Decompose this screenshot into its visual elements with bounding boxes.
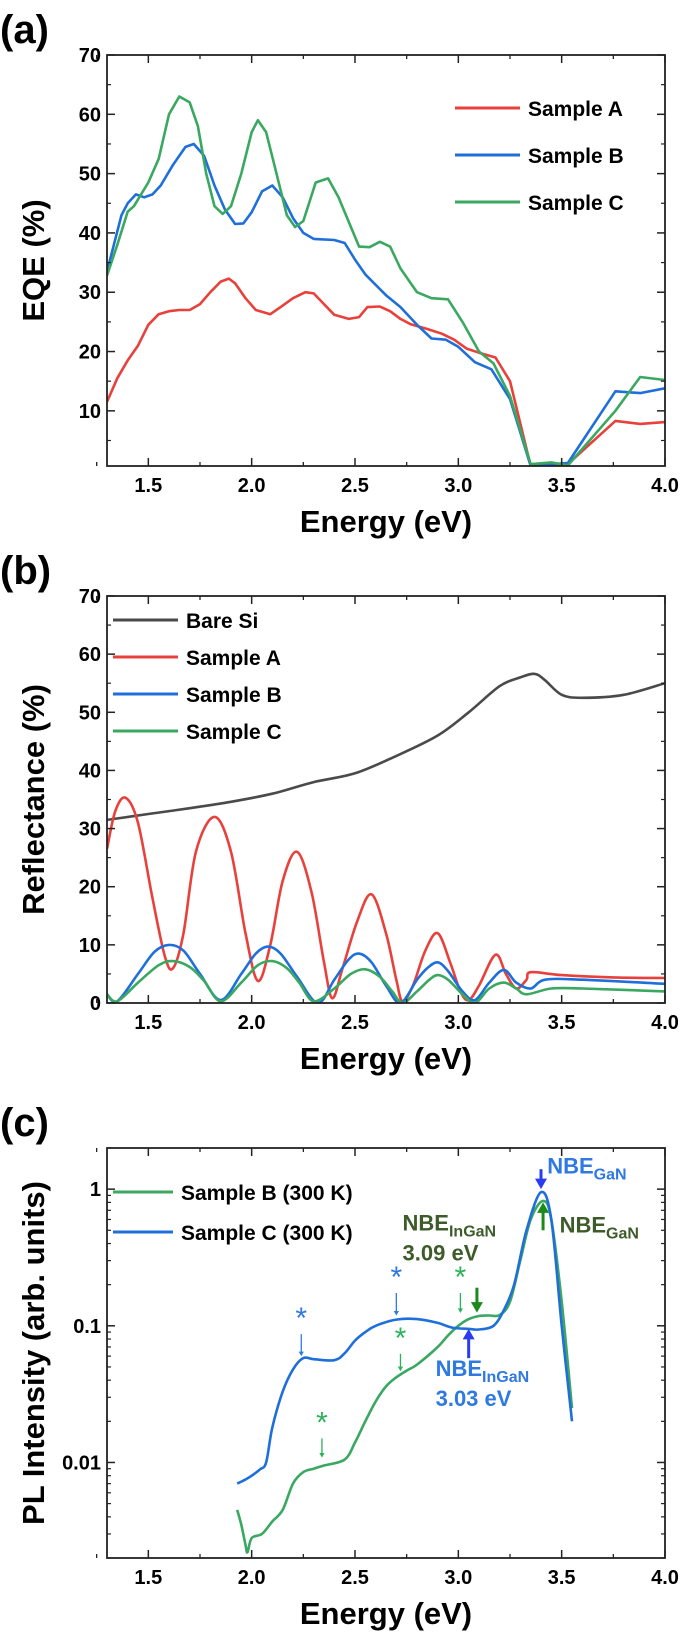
y-tick-label: 1 xyxy=(90,1179,101,1201)
series-line-sample-b xyxy=(107,142,665,466)
peak-label: NBEGaN xyxy=(547,1154,626,1184)
peak-arrow-head xyxy=(537,1202,550,1213)
x-axis-label: Energy (eV) xyxy=(300,504,472,539)
series-line-sample-c xyxy=(107,959,665,1003)
y-tick-label: 60 xyxy=(79,104,101,126)
y-tick-label: 0.01 xyxy=(62,1452,101,1474)
marker-arrow-head xyxy=(298,1351,304,1357)
y-tick-label: 10 xyxy=(79,935,101,957)
peak-label-main: NBE xyxy=(547,1154,593,1179)
peak-label: NBEInGaN xyxy=(403,1210,497,1240)
y-axis-label: Reflectance (%) xyxy=(16,684,51,915)
x-tick-label: 1.5 xyxy=(134,1567,162,1589)
asterisk-marker: * xyxy=(390,1261,402,1294)
panel-b: 1.5 2.0 2.5 3.0 3.5 4.0 0 10 20 30 40 50 60 70 Energy … xyxy=(0,549,679,1076)
x-tick-label: 4.0 xyxy=(651,475,679,497)
marker-arrow-head xyxy=(397,1366,404,1372)
x-tick-label: 2.5 xyxy=(341,1012,369,1034)
x-tick-label: 3.5 xyxy=(548,1567,576,1589)
peak-label-main: NBE xyxy=(560,1213,606,1238)
y-tick-label: 70 xyxy=(79,586,101,608)
y-tick-label: 70 xyxy=(79,45,101,67)
peak-label-subscript: GaN xyxy=(594,1167,627,1184)
y-tick-label: 20 xyxy=(79,342,101,364)
legend-entry: Sample B xyxy=(186,684,282,707)
legend-entry: Sample C (300 K) xyxy=(181,1222,353,1245)
peak-label-main: NBE xyxy=(403,1210,449,1235)
legend-entry: Sample C xyxy=(528,192,624,215)
y-tick-label: 40 xyxy=(79,760,101,782)
x-tick-label: 4.0 xyxy=(651,1567,679,1589)
x-tick-label: 2.0 xyxy=(238,475,266,497)
marker-arrow-head xyxy=(457,1308,463,1313)
y-tick-label: 0 xyxy=(90,993,101,1015)
asterisk-marker: * xyxy=(295,1302,307,1335)
peak-energy-label: 3.03 eV xyxy=(436,1386,512,1411)
marker-arrow-head xyxy=(393,1310,399,1316)
x-tick-label: 3.5 xyxy=(548,1012,576,1034)
marker-arrow-head xyxy=(319,1453,325,1458)
asterisk-marker: * xyxy=(395,1322,407,1355)
legend-entry: Sample A xyxy=(528,98,623,121)
plot-frame xyxy=(106,1147,666,1559)
peak-arrow-head xyxy=(535,1178,547,1190)
legend: Sample A Sample B Sample C xyxy=(455,98,624,215)
asterisk-marker: * xyxy=(316,1406,328,1439)
x-tick-label: 2.5 xyxy=(341,475,369,497)
x-tick-label: 4.0 xyxy=(651,1012,679,1034)
y-tick-label: 50 xyxy=(79,702,101,724)
x-tick-label: 3.0 xyxy=(444,1012,472,1034)
x-tick-label: 1.5 xyxy=(134,475,162,497)
peak-label-subscript: InGaN xyxy=(449,1223,496,1240)
x-tick-label: 3.5 xyxy=(548,475,576,497)
y-axis-label: EQE (%) xyxy=(16,199,51,321)
legend-entry: Sample C xyxy=(186,721,282,744)
series-line-sample-b xyxy=(107,943,665,1003)
series-line-sample-a xyxy=(107,277,665,466)
y-axis-label: PL Intensity (arb. units) xyxy=(16,1181,51,1525)
series-line-sample-c xyxy=(107,95,665,466)
legend-entry: Sample B xyxy=(528,145,624,168)
panel-a: 1.5 2.0 2.5 3.0 3.5 4.0 10 20 30 40 50 60 70 Energy (… xyxy=(0,8,679,539)
x-tick-label: 3.0 xyxy=(444,1567,472,1589)
y-tick-label: 30 xyxy=(79,819,101,841)
peak-label: NBEGaN xyxy=(560,1213,639,1243)
peak-label: NBEInGaN xyxy=(436,1356,530,1386)
legend-entry: Sample A xyxy=(186,647,281,670)
panel-c: 1.5 2.0 2.5 3.0 3.5 4.0 0.01 0.1 1 Energy (eV) PL … xyxy=(0,1101,679,1631)
legend: Sample B (300 K) Sample C (300 K) xyxy=(113,1182,353,1245)
peak-label-subscript: InGaN xyxy=(482,1369,529,1386)
legend-entry: Bare Si xyxy=(186,610,258,633)
peak-arrow-head xyxy=(470,1302,483,1313)
legend-entry: Sample B (300 K) xyxy=(181,1182,353,1205)
asterisk-marker: * xyxy=(455,1261,467,1294)
y-tick-label: 50 xyxy=(79,164,101,186)
legend: Bare Si Sample A Sample B Sample C xyxy=(113,610,282,744)
y-tick-label: 0.1 xyxy=(73,1316,101,1338)
y-tick-label: 20 xyxy=(79,877,101,899)
x-tick-label: 2.5 xyxy=(341,1567,369,1589)
y-tick-label: 30 xyxy=(79,282,101,304)
peak-label-subscript: GaN xyxy=(606,1226,639,1243)
series-line-sample-c-300-k- xyxy=(236,1190,574,1485)
y-tick-label: 60 xyxy=(79,644,101,666)
series-line-bare-si xyxy=(107,672,665,822)
x-tick-label: 3.0 xyxy=(444,475,472,497)
peak-label-main: NBE xyxy=(436,1356,482,1381)
y-tick-label: 10 xyxy=(79,401,101,423)
peak-energy-label: 3.09 eV xyxy=(403,1240,479,1265)
panel-label: (b) xyxy=(0,549,51,593)
x-tick-label: 2.0 xyxy=(238,1567,266,1589)
x-axis-label: Energy (eV) xyxy=(300,1041,472,1076)
plot-frame xyxy=(106,54,666,467)
x-tick-label: 2.0 xyxy=(238,1012,266,1034)
panel-label: (a) xyxy=(0,8,49,52)
peak-arrow-head xyxy=(462,1328,475,1340)
y-tick-label: 40 xyxy=(79,223,101,245)
x-tick-label: 1.5 xyxy=(134,1012,162,1034)
x-axis-label: Energy (eV) xyxy=(300,1596,472,1631)
series-line-sample-a xyxy=(107,796,665,1003)
panel-label: (c) xyxy=(0,1101,49,1145)
